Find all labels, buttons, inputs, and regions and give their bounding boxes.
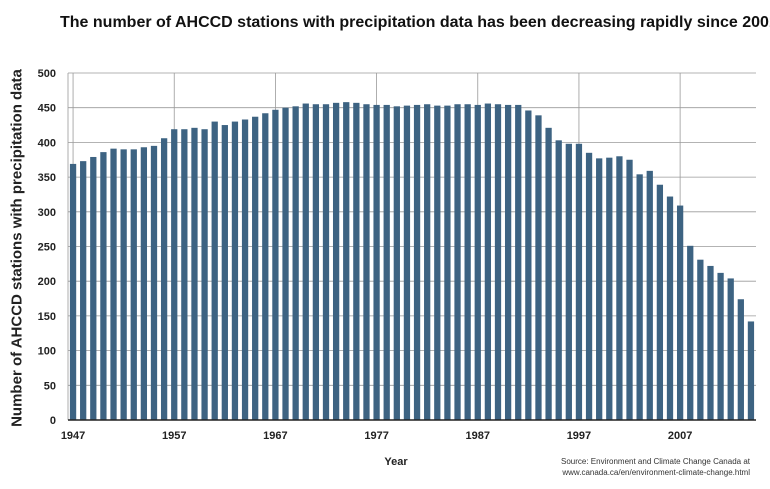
bar-2008 [687,245,694,420]
y-tick-labels: 0 50 100 150 200 250 300 350 400 450 500 [38,68,56,427]
bar-1949 [90,156,97,420]
bar-1951 [110,148,117,420]
bars [69,102,755,421]
source-line-2: www.canada.ca/en/environment-climate-cha… [562,468,750,477]
bar-1984 [444,105,451,421]
bar-1957 [171,129,178,421]
bar-1950 [100,152,107,420]
bar-1988 [484,103,492,420]
bar-1999 [596,158,603,420]
bar-1964 [241,119,249,421]
y-tick-label: 500 [38,68,56,80]
source-line-1: Source: Environment and Climate Change C… [561,457,750,466]
x-tick-label: 1947 [61,430,85,442]
bar-1947 [69,163,77,420]
bar-2004 [646,170,653,420]
bar-1963 [231,121,239,420]
bar-1993 [535,115,542,421]
bar-1997 [575,143,583,420]
x-tick-label: 1977 [364,430,388,442]
bar-1965 [252,116,259,421]
y-tick-label: 0 [50,415,56,427]
bar-1962 [221,125,228,421]
bar-2013 [737,299,744,420]
bar-1954 [140,147,148,420]
x-tick-label: 1967 [263,430,287,442]
bar-1994 [545,127,552,421]
bar-1961 [211,121,218,420]
bar-1996 [565,143,572,420]
bar-1975 [353,102,360,420]
bar-2010 [707,265,714,420]
bar-1956 [160,138,168,420]
x-axis-label: Year [384,456,408,468]
bar-2003 [636,174,643,420]
x-tick-label: 1997 [567,430,591,442]
bar-1978 [383,104,390,420]
source-note: Source: Environment and Climate Change C… [561,456,750,478]
bar-1959 [191,127,198,421]
x-tick-label: 1957 [162,430,186,442]
bar-2012 [727,278,734,420]
bar-1952 [120,149,127,420]
bar-2006 [666,196,674,420]
bar-1991 [515,104,522,420]
x-tick-label: 1987 [466,430,490,442]
bar-2001 [616,156,623,420]
bar-1958 [181,129,188,421]
bar-1977 [373,104,380,420]
x-tick-label: 2007 [668,430,692,442]
y-tick-label: 450 [38,103,56,115]
bar-1970 [302,103,309,420]
bar-1981 [413,104,421,420]
bar-1972 [322,104,330,420]
bar-1985 [454,104,461,420]
x-tick-labels: 1947 1957 1967 1977 1987 1997 2007 [61,430,693,442]
bar-2005 [656,184,664,420]
bar-1960 [201,129,208,421]
y-tick-label: 300 [38,207,56,219]
bar-2000 [606,157,613,420]
bar-2002 [626,159,633,420]
bar-2014 [747,321,755,420]
bar-1967 [272,109,279,421]
bar-1982 [424,104,431,420]
y-tick-label: 150 [38,311,56,323]
chart-title: The number of AHCCD stations with precip… [60,14,770,31]
bar-1979 [393,106,400,420]
y-tick-label: 350 [38,172,56,184]
bar-2011 [717,272,724,420]
bar-1976 [363,104,370,420]
bar-1986 [464,104,471,420]
bar-2009 [697,259,704,420]
bar-1971 [312,104,320,420]
bar-1966 [262,113,269,420]
bar-1948 [80,161,87,420]
bar-1969 [292,106,299,420]
bar-1989 [494,104,502,420]
y-tick-label: 400 [38,137,56,149]
bar-1968 [282,107,289,420]
bar-1980 [403,105,411,421]
bar-1974 [343,102,350,420]
y-tick-label: 50 [44,380,56,392]
y-tick-label: 200 [38,276,56,288]
bar-1973 [332,102,340,420]
bar-1992 [525,110,532,420]
y-tick-label: 100 [38,346,56,358]
bar-1953 [130,149,137,420]
bar-1987 [474,104,481,420]
bar-1955 [150,145,158,420]
y-tick-label: 250 [38,242,56,254]
bar-1990 [504,104,512,420]
bar-1995 [555,140,562,420]
bar-2007 [676,205,684,420]
bar-1983 [434,105,441,421]
bar-1998 [585,152,593,420]
